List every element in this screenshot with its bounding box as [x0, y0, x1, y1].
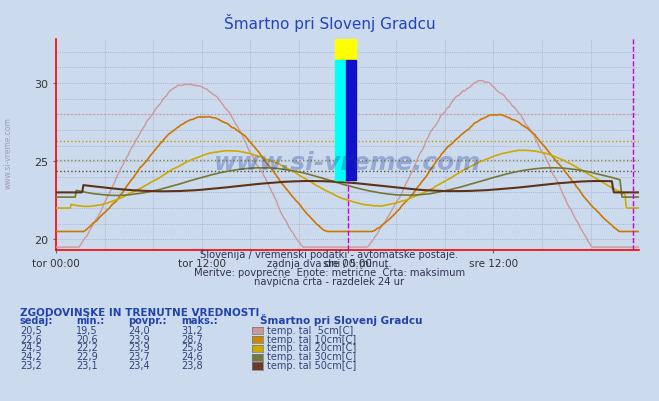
Text: 23,9: 23,9 — [129, 342, 150, 352]
Text: www.si-vreme.com: www.si-vreme.com — [3, 117, 13, 188]
Text: 31,2: 31,2 — [181, 325, 203, 335]
Text: 23,8: 23,8 — [181, 360, 203, 370]
Text: maks.:: maks.: — [181, 316, 218, 326]
Text: zadnja dva dni / 5 minut.: zadnja dva dni / 5 minut. — [267, 258, 392, 268]
Text: temp. tal  5cm[C]: temp. tal 5cm[C] — [267, 325, 353, 335]
Text: 20,5: 20,5 — [20, 325, 42, 335]
Text: sedaj:: sedaj: — [20, 316, 53, 326]
Text: min.:: min.: — [76, 316, 104, 326]
Text: 23,2: 23,2 — [20, 360, 42, 370]
Text: 20,6: 20,6 — [76, 334, 98, 344]
Bar — [335, 0, 356, 180]
Text: temp. tal 20cm[C]: temp. tal 20cm[C] — [267, 342, 356, 352]
Text: Meritve: povprečne  Enote: metrične  Črta: maksimum: Meritve: povprečne Enote: metrične Črta:… — [194, 265, 465, 277]
Text: 25,8: 25,8 — [181, 342, 203, 352]
Text: 24,5: 24,5 — [20, 342, 42, 352]
Text: 24,0: 24,0 — [129, 325, 150, 335]
Text: ZGODOVINSKE IN TRENUTNE VREDNOSTI: ZGODOVINSKE IN TRENUTNE VREDNOSTI — [20, 307, 259, 317]
Text: 19,5: 19,5 — [76, 325, 98, 335]
Text: Šmartno pri Slovenj Gradcu: Šmartno pri Slovenj Gradcu — [260, 314, 423, 326]
Text: povpr.:: povpr.: — [129, 316, 167, 326]
Text: temp. tal 30cm[C]: temp. tal 30cm[C] — [267, 351, 356, 361]
Text: 23,7: 23,7 — [129, 351, 150, 361]
Bar — [335, 61, 345, 180]
Text: 22,6: 22,6 — [20, 334, 42, 344]
Text: 23,9: 23,9 — [129, 334, 150, 344]
Text: 24,6: 24,6 — [181, 351, 203, 361]
Text: 23,1: 23,1 — [76, 360, 98, 370]
Text: temp. tal 50cm[C]: temp. tal 50cm[C] — [267, 360, 356, 370]
Text: 24,2: 24,2 — [20, 351, 42, 361]
Text: 23,4: 23,4 — [129, 360, 150, 370]
Text: 28,7: 28,7 — [181, 334, 203, 344]
Text: www.si-vreme.com: www.si-vreme.com — [214, 150, 481, 174]
Text: temp. tal 10cm[C]: temp. tal 10cm[C] — [267, 334, 356, 344]
Text: navpična črta - razdelek 24 ur: navpična črta - razdelek 24 ur — [254, 275, 405, 286]
Bar — [345, 61, 356, 180]
Text: 22,9: 22,9 — [76, 351, 98, 361]
Text: 22,2: 22,2 — [76, 342, 98, 352]
Text: Šmartno pri Slovenj Gradcu: Šmartno pri Slovenj Gradcu — [223, 14, 436, 32]
Text: Slovenija / vremenski podatki - avtomatske postaje.: Slovenija / vremenski podatki - avtomats… — [200, 249, 459, 259]
